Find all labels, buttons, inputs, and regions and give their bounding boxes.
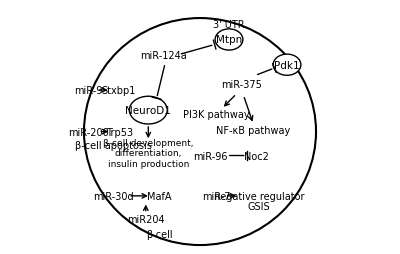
Ellipse shape [215, 30, 243, 51]
Text: NF-κB pathway: NF-κB pathway [216, 126, 290, 136]
Text: negative regulator: negative regulator [214, 191, 304, 201]
Text: miR-375: miR-375 [221, 79, 262, 89]
Text: Trp53: Trp53 [106, 127, 133, 137]
Text: miR204: miR204 [127, 214, 164, 224]
Text: β-cell apoptosis: β-cell apoptosis [74, 141, 152, 151]
Text: β-cell: β-cell [146, 229, 172, 239]
Text: miR-124a: miR-124a [140, 50, 187, 60]
Text: miR-200: miR-200 [68, 127, 109, 137]
Text: miR-96: miR-96 [193, 151, 227, 161]
Text: Stxbp1: Stxbp1 [102, 86, 136, 96]
Text: Noc2: Noc2 [244, 151, 269, 161]
Ellipse shape [273, 55, 301, 76]
Text: β-cell development,
differentiation,
insulin production: β-cell development, differentiation, ins… [103, 138, 194, 168]
Text: miR-30d: miR-30d [93, 191, 133, 201]
Text: GSIS: GSIS [248, 201, 270, 211]
Text: PI3K pathway: PI3K pathway [183, 109, 250, 119]
Text: MafA: MafA [147, 191, 171, 201]
Text: miR-7: miR-7 [202, 191, 231, 201]
Text: 3' UTR: 3' UTR [213, 20, 245, 29]
Ellipse shape [129, 97, 167, 124]
Text: Mtpn: Mtpn [216, 35, 242, 45]
Text: NeuroD1: NeuroD1 [125, 106, 171, 116]
Text: miR-9: miR-9 [74, 86, 103, 96]
Text: Pdk1: Pdk1 [274, 60, 300, 70]
